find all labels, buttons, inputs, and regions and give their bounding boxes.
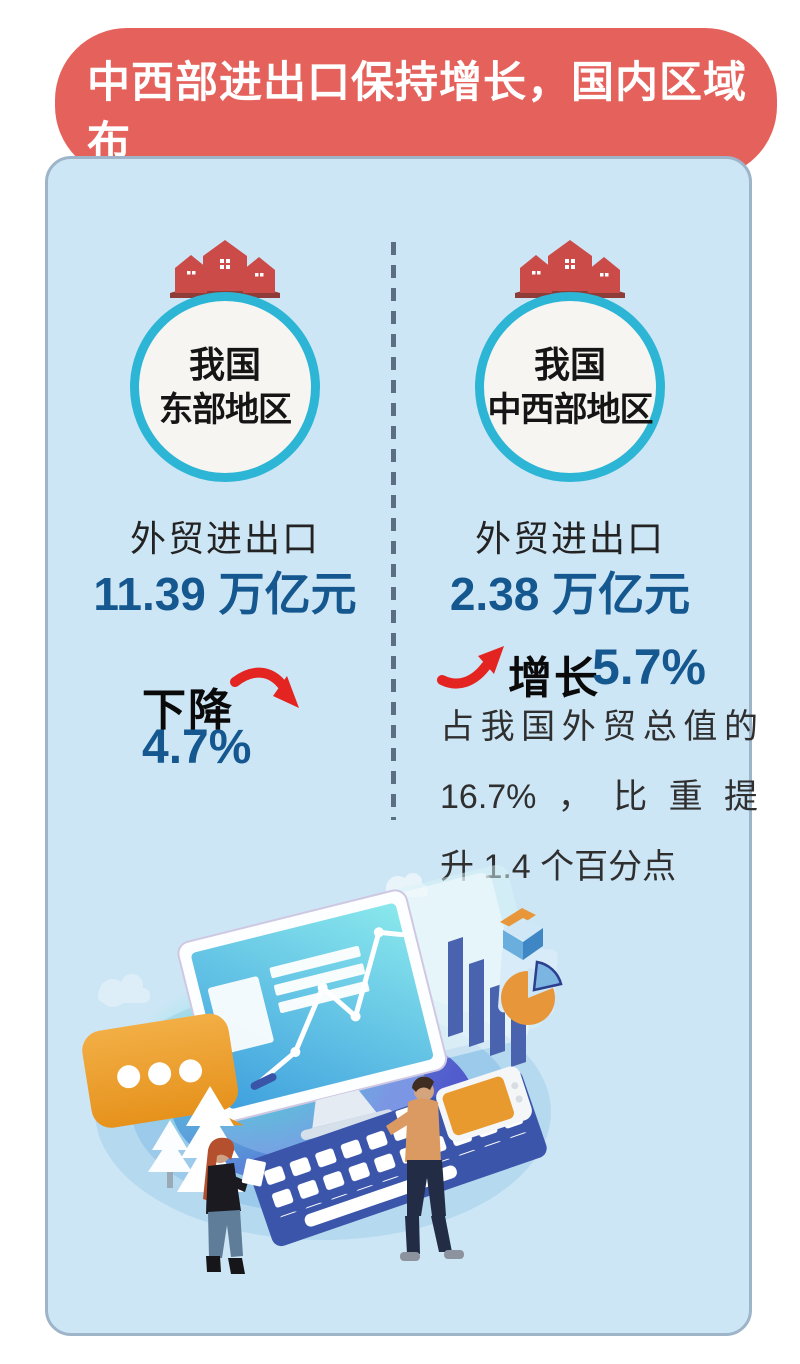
midwest-stat-value: 2.38 万亿元 [449,568,691,620]
banner-title-line1: 中西部进出口保持增长，国内区域布 [87,59,747,167]
person-right [386,1076,464,1261]
box-icon [500,908,543,960]
midwest-stat-label: 外贸进出口 [474,518,665,559]
region-circle-midwest: 我国 中西部地区 [475,292,665,482]
region-east-line1: 我国 [188,344,261,385]
person-left [203,1137,266,1274]
arrow-up-icon [437,646,504,689]
region-midwest-line1: 我国 [533,344,606,385]
cloud-icon [98,974,150,1007]
share-line-1: 占我国外贸总值的 [440,708,758,746]
isometric-illustration [82,864,563,1274]
east-trend-value: 4.7% [142,721,252,774]
midwest-trend-value: 5.7% [592,639,706,695]
region-east-line2: 东部地区 [159,391,292,429]
east-trend-label: 下降 [142,686,234,735]
share-line-2: 16.7%，比重提 [440,778,758,816]
arrow-down-icon [230,667,299,708]
tablet-icon [436,1066,532,1142]
region-midwest-line2: 中西部地区 [487,391,654,429]
speech-bubble-icon [82,1013,244,1128]
houses-icon [515,240,625,298]
east-stat-value: 11.39 万亿元 [93,568,357,620]
midwest-trend-label: 增长 [508,654,600,703]
dashed-divider [391,242,396,820]
region-circle-east: 我国 东部地区 [130,292,320,482]
east-stat-label: 外贸进出口 [129,518,320,559]
pie-chart-icon [501,960,563,1025]
monitor-icon [177,889,448,1140]
houses-icon [170,240,280,298]
